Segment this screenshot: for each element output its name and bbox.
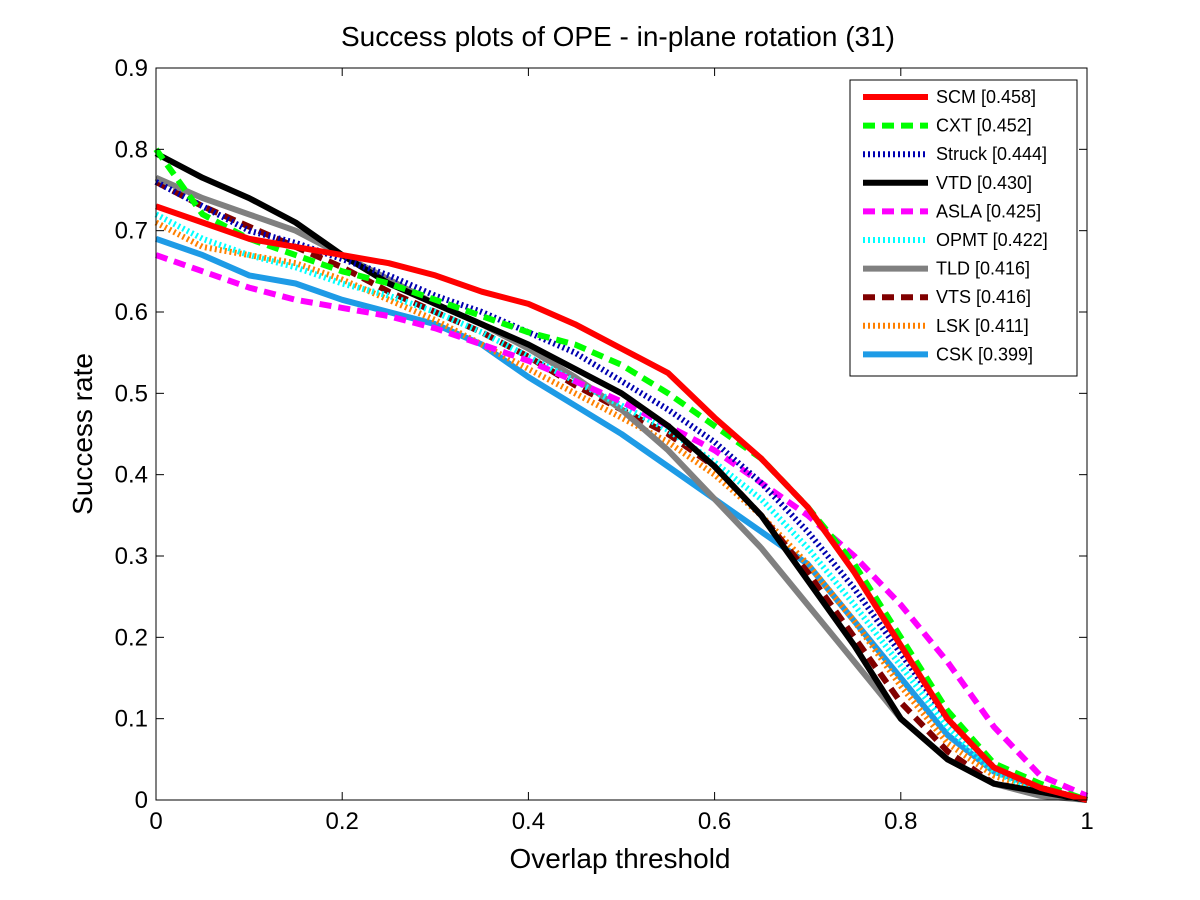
legend-box <box>849 79 1078 377</box>
legend-label: SCM [0.458] <box>936 87 1036 107</box>
series-line-1 <box>153 147 1088 803</box>
y-axis-title: Success rate <box>67 353 98 515</box>
x-tick-label: 0.6 <box>698 808 731 835</box>
legend-label: LSK [0.411] <box>936 316 1029 336</box>
plot-frame <box>155 67 1088 801</box>
x-tick-label: 1 <box>1080 808 1093 835</box>
y-tick-label: 0.5 <box>115 380 148 407</box>
legend-label: ASLA [0.425] <box>936 201 1041 221</box>
legend-label: CSK [0.399] <box>936 344 1033 364</box>
y-tick-label: 0.1 <box>115 706 148 733</box>
x-tick-label: 0.4 <box>512 808 545 835</box>
series-line-9 <box>155 235 1088 803</box>
y-tick-label: 0.2 <box>115 624 148 651</box>
x-axis-title: Overlap threshold <box>509 843 730 874</box>
y-tick-label: 0.3 <box>115 543 148 570</box>
legend-label: CXT [0.452] <box>936 116 1032 136</box>
legend-label: VTS [0.416] <box>936 287 1031 307</box>
x-tick-label: 0 <box>149 808 162 835</box>
x-axis: 0 0.2 0.4 0.6 0.8 1 <box>149 68 1094 835</box>
x-tick-label: 0.8 <box>884 808 917 835</box>
legend-label: VTD [0.430] <box>936 173 1032 193</box>
y-axis: 0 0.1 0.2 0.3 0.4 0.5 0.6 0.7 0.8 0.9 <box>115 55 1087 814</box>
series-line-0 <box>155 203 1088 803</box>
y-tick-label: 0 <box>135 787 148 814</box>
legend-label: TLD [0.416] <box>936 259 1030 279</box>
plot-lines <box>153 147 1089 803</box>
y-tick-label: 0.8 <box>115 136 148 163</box>
y-tick-label: 0.7 <box>115 218 148 245</box>
y-tick-label: 0.9 <box>115 55 148 82</box>
y-tick-label: 0.4 <box>115 462 148 489</box>
legend-label: OPMT [0.422] <box>936 230 1048 250</box>
legend: SCM [0.458] CXT [0.452] Struck [0.444] VTD … <box>849 79 1078 377</box>
series-line-5 <box>154 211 1088 803</box>
series-line-3 <box>154 150 1088 803</box>
chart-title: Success plots of OPE - in-plane rotation… <box>341 21 895 52</box>
y-tick-label: 0.6 <box>115 299 148 326</box>
legend-label: Struck [0.444] <box>936 144 1047 164</box>
x-tick-label: 0.2 <box>326 808 359 835</box>
series-line-4 <box>155 252 1089 799</box>
